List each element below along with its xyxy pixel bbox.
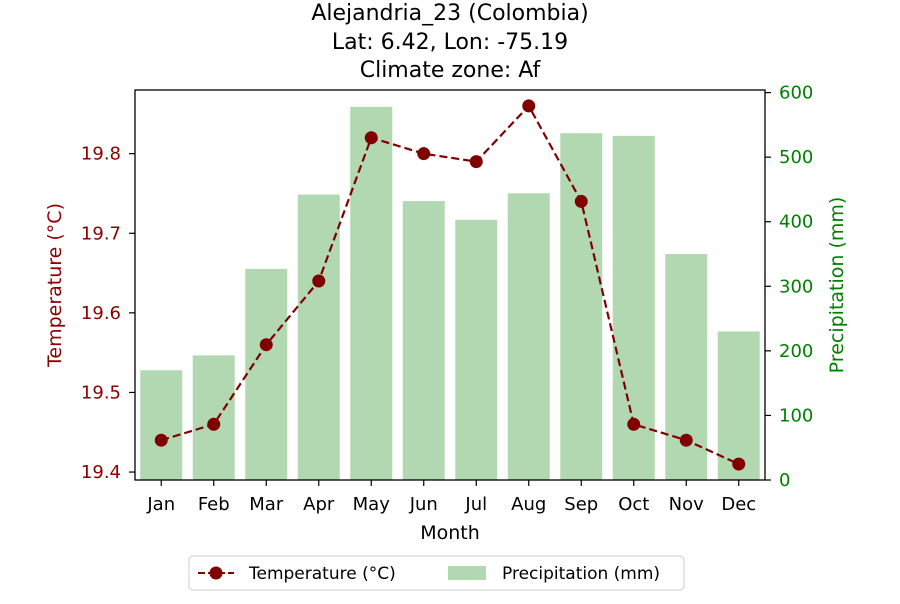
temperature-point-apr (312, 274, 326, 288)
precipitation-bar-sep (560, 133, 603, 480)
x-tick-label-mar: Mar (249, 494, 284, 515)
right-tick-label: 200 (779, 341, 813, 362)
x-axis-ticks: Jan Feb Mar Apr May Jun Jul Aug Sep Oct Nov Dec (146, 480, 756, 515)
x-tick-label-feb: Feb (198, 494, 230, 515)
left-axis-label: Temperature (°C) (44, 203, 66, 368)
precipitation-bar-dec (717, 331, 760, 480)
right-tick-label: 500 (779, 147, 813, 168)
temperature-point-mar (259, 338, 273, 352)
legend-temperature-label: Temperature (°C) (248, 564, 396, 584)
precipitation-bar-feb (192, 355, 235, 480)
precipitation-bars (140, 106, 760, 481)
temperature-point-nov (679, 433, 693, 447)
left-tick-label: 19.4 (81, 462, 121, 483)
right-tick-label: 100 (779, 405, 813, 426)
temperature-point-jan (154, 433, 168, 447)
right-tick-label: 600 (779, 83, 813, 104)
x-tick-label-sep: Sep (564, 494, 598, 515)
right-tick-label: 400 (779, 212, 813, 233)
temperature-point-jul (469, 155, 483, 169)
x-tick-label-jun: Jun (409, 494, 438, 515)
legend-precipitation-label: Precipitation (mm) (502, 564, 660, 584)
left-tick-label: 19.6 (81, 303, 121, 324)
chart-title-line-1: Alejandria_23 (Colombia) (311, 1, 588, 26)
legend-precipitation-swatch (448, 566, 486, 580)
temperature-series (154, 99, 746, 471)
x-tick-label-aug: Aug (511, 494, 546, 515)
precipitation-bar-aug (507, 193, 550, 480)
plot-frame (134, 89, 766, 481)
legend-temperature-marker (209, 566, 223, 580)
chart-title-line-3: Climate zone: Af (360, 58, 542, 83)
left-tick-label: 19.8 (81, 144, 121, 165)
legend: Temperature (°C) Precipitation (mm) (188, 555, 685, 591)
chart-title-line-2: Lat: 6.42, Lon: -75.19 (332, 30, 568, 55)
x-tick-label-may: May (353, 494, 391, 515)
temperature-point-feb (207, 417, 221, 431)
temperature-line (160, 104, 740, 466)
temperature-point-may (364, 131, 378, 145)
left-axis-ticks: 19.4 19.5 19.6 19.7 19.8 (81, 144, 135, 483)
temperature-point-oct (627, 417, 641, 431)
x-tick-label-dec: Dec (721, 494, 756, 515)
x-tick-label-oct: Oct (618, 494, 649, 515)
precipitation-bar-jun (402, 201, 445, 480)
x-tick-label-nov: Nov (669, 494, 704, 515)
x-tick-label-jul: Jul (464, 494, 487, 515)
left-tick-label: 19.7 (81, 223, 121, 244)
right-axis-label: Precipitation (mm) (826, 197, 848, 374)
x-axis-label: Month (420, 522, 480, 544)
temperature-point-jun (417, 147, 431, 161)
x-tick-label-apr: Apr (303, 494, 335, 515)
left-tick-label: 19.5 (81, 382, 121, 403)
precipitation-bar-jul (455, 219, 498, 480)
temperature-point-aug (522, 99, 536, 113)
precipitation-bar-may (350, 106, 393, 480)
right-tick-label: 300 (779, 276, 813, 297)
precipitation-bar-jan (140, 370, 183, 480)
precipitation-bar-mar (245, 268, 288, 480)
legend-box (188, 555, 685, 591)
precipitation-bar-apr (297, 194, 340, 480)
x-tick-label-jan: Jan (146, 494, 175, 515)
right-axis-ticks: 0 100 200 300 400 500 600 (765, 83, 813, 491)
right-tick-label: 0 (779, 470, 790, 491)
temperature-point-sep (574, 194, 588, 208)
temperature-point-dec (732, 457, 746, 471)
